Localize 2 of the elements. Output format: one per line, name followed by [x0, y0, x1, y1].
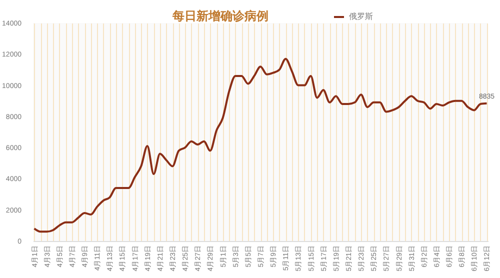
chart-title: 每日新增确诊病例 [172, 9, 268, 23]
legend-label: 俄罗斯 [349, 12, 373, 21]
